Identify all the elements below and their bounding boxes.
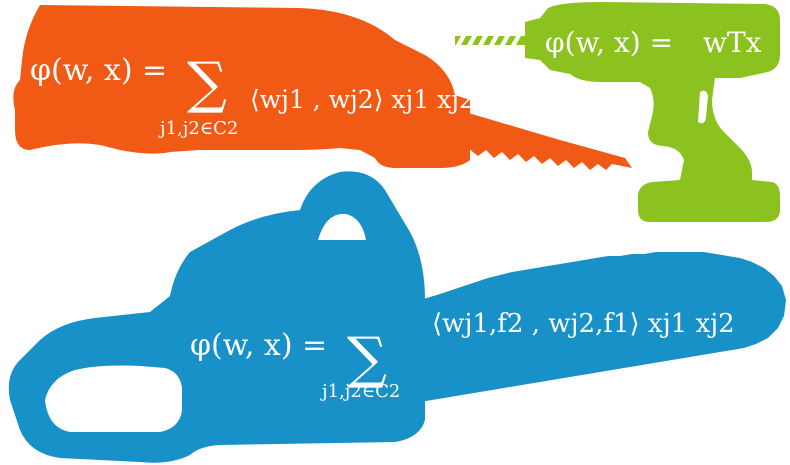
saw-body-shape <box>13 5 470 168</box>
drill-formula: φ(w, x) = wTx <box>545 26 762 59</box>
drill-bit <box>455 36 527 45</box>
drill-handle-hole <box>698 90 708 124</box>
chainsaw-handle-hole <box>45 365 182 432</box>
chainsaw-formula-subscript: j1,j2∈C2 <box>320 381 400 402</box>
chainsaw-formula-sum: ∑ <box>347 326 387 391</box>
drill-formula-body: wTx <box>703 26 762 59</box>
saw-formula: φ(w, x) = ∑ j1,j2∈C2 ⟨wj1 , wj2⟩ xj1 xj2 <box>30 51 475 139</box>
chainsaw-icon <box>8 171 786 463</box>
drill-bit-stripes <box>456 36 521 45</box>
saw-formula-sum: ∑ <box>187 51 227 116</box>
saw-formula-body: ⟨wj1 , wj2⟩ xj1 xj2 <box>250 85 475 114</box>
chainsaw-formula-lhs: φ(w, x) = <box>190 328 327 363</box>
chainsaw-bar-shape <box>420 252 786 402</box>
chainsaw-top-handle-hole <box>318 213 366 240</box>
drill-body-shape <box>525 2 780 222</box>
reciprocating-saw-icon <box>13 5 632 170</box>
chainsaw-formula: φ(w, x) = ∑ j1,j2∈C2 ⟨wj1,f2 , wj2,f1⟩ x… <box>190 309 735 402</box>
chainsaw-formula-body: ⟨wj1,f2 , wj2,f1⟩ xj1 xj2 <box>432 309 735 339</box>
saw-formula-subscript: j1,j2∈C2 <box>158 118 238 139</box>
drill-icon <box>455 2 780 222</box>
saw-formula-lhs: φ(w, x) = <box>30 53 167 88</box>
saw-blade-shape <box>465 112 632 170</box>
drill-formula-lhs: φ(w, x) = <box>545 26 673 59</box>
